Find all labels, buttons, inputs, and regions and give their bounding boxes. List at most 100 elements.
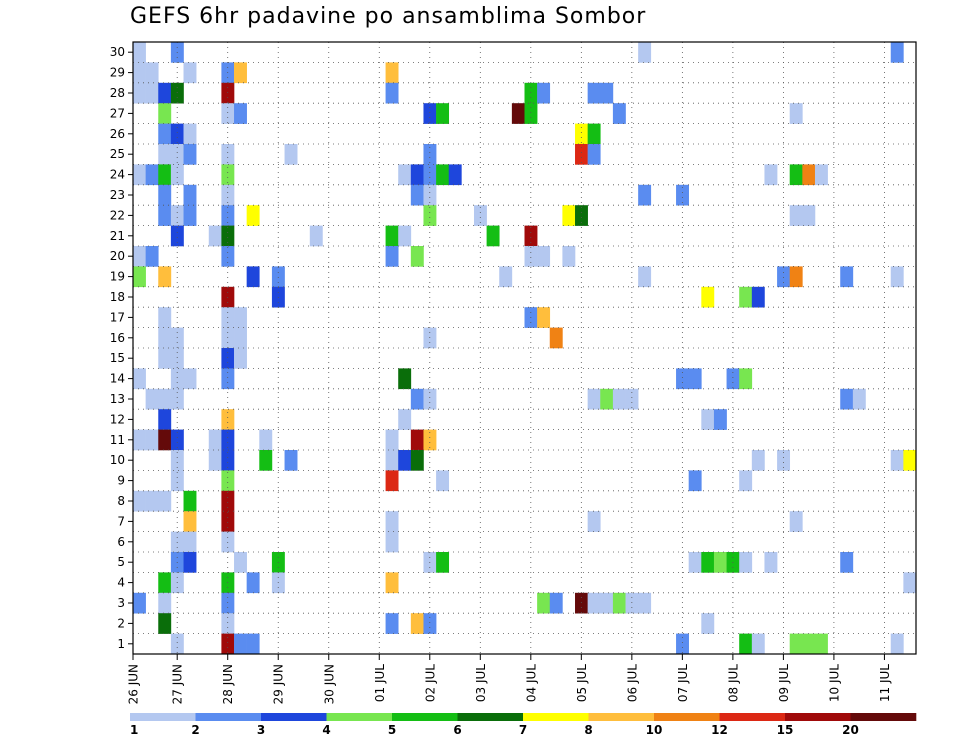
heat-cell <box>436 164 450 186</box>
heat-cell <box>221 531 235 553</box>
heat-cell <box>890 266 904 288</box>
heat-cell <box>221 225 235 247</box>
colorbar-label: 20 <box>842 723 859 737</box>
colorbar-label: 15 <box>777 723 794 737</box>
heat-cell <box>537 246 551 267</box>
x-tick-label: 11 JUL <box>878 664 892 702</box>
heat-cell <box>246 572 260 594</box>
colorbar-label: 5 <box>388 723 396 737</box>
colorbar-label: 4 <box>322 723 330 737</box>
cells-layer <box>133 42 917 655</box>
heat-cell <box>638 266 652 288</box>
heat-cell <box>208 429 222 451</box>
heat-cell <box>423 613 437 634</box>
heat-cell <box>398 368 412 390</box>
heat-cell <box>676 184 689 206</box>
heat-cell <box>158 429 172 451</box>
heat-cell <box>158 103 172 124</box>
heat-cell <box>271 266 285 288</box>
heat-cell <box>234 633 247 655</box>
heat-cell <box>398 409 412 430</box>
y-tick-label: 12 <box>110 412 125 426</box>
heat-cell <box>777 266 791 288</box>
heat-cell <box>410 164 424 186</box>
colorbar-label: 6 <box>453 723 461 737</box>
heat-cell <box>436 552 450 573</box>
heat-cell <box>158 490 172 512</box>
heat-cell <box>246 266 260 288</box>
heat-cell <box>221 103 235 124</box>
heat-cell <box>423 103 437 124</box>
heat-cell <box>524 82 538 104</box>
heat-cell <box>170 225 184 247</box>
heat-cell <box>385 82 399 104</box>
heat-cell <box>221 164 235 186</box>
y-axis: 1234567891011121314151617181920212223242… <box>110 45 133 651</box>
heat-cell <box>423 164 437 186</box>
colorbar-swatch <box>719 713 786 721</box>
heat-cell <box>575 205 588 226</box>
colorbar-swatch <box>654 713 720 721</box>
heat-cell <box>183 368 197 390</box>
heat-cell <box>789 103 803 124</box>
heat-cell <box>448 164 462 186</box>
heat-cell <box>259 429 273 451</box>
heat-cell <box>234 103 247 124</box>
y-tick-label: 11 <box>110 433 125 447</box>
heat-cell <box>158 144 172 165</box>
heat-cell <box>638 42 652 63</box>
heat-cell <box>840 266 854 288</box>
heat-cell <box>612 388 626 410</box>
heat-cell <box>133 164 146 186</box>
heat-cell <box>688 470 702 492</box>
heat-cell <box>133 62 146 84</box>
heat-cell <box>688 552 702 573</box>
heat-cell <box>713 409 727 430</box>
y-tick-label: 29 <box>110 66 125 80</box>
heat-cell <box>840 388 854 410</box>
colorbar-swatch <box>457 713 524 721</box>
heat-cell <box>410 429 424 451</box>
y-tick-label: 20 <box>110 249 125 263</box>
y-tick-label: 30 <box>110 45 125 59</box>
heat-cell <box>259 450 273 471</box>
colorbar-swatch <box>392 713 458 721</box>
colorbar-label: 8 <box>584 723 592 737</box>
heat-cell <box>789 266 803 288</box>
plot-frame <box>132 41 917 655</box>
colorbar-swatch <box>261 713 327 721</box>
x-tick-label: 29 JUN <box>272 664 286 704</box>
heat-cell <box>183 531 197 553</box>
x-tick-label: 28 JUN <box>221 664 235 704</box>
heat-cell <box>625 592 639 614</box>
y-tick-label: 7 <box>117 514 125 528</box>
heat-cell <box>221 429 235 451</box>
colorbar-swatch <box>195 713 262 721</box>
heat-cell <box>158 307 172 328</box>
heat-cell <box>524 103 538 124</box>
heat-cell <box>713 552 727 573</box>
y-tick-label: 4 <box>117 576 125 590</box>
heat-cell <box>751 450 765 471</box>
heat-cell <box>158 327 172 349</box>
x-tick-label: 02 JUL <box>423 664 437 702</box>
heat-cell <box>410 246 424 267</box>
y-tick-label: 25 <box>110 147 125 161</box>
heat-cell <box>537 307 551 328</box>
heat-cell <box>802 205 816 226</box>
heat-cell <box>183 62 197 84</box>
x-tick-label: 05 JUL <box>575 664 589 702</box>
heat-cell <box>587 592 601 614</box>
heat-cell <box>562 205 576 226</box>
y-tick-label: 13 <box>110 392 125 406</box>
heat-cell <box>625 388 639 410</box>
heat-cell <box>221 613 235 634</box>
heat-cell <box>158 123 172 145</box>
heat-cell <box>145 164 159 186</box>
heat-cell <box>133 42 146 63</box>
heat-cell <box>158 164 172 186</box>
heat-cell <box>133 82 146 104</box>
heat-cell <box>158 409 172 430</box>
colorbar-label: 10 <box>646 723 663 737</box>
heat-cell <box>802 633 816 655</box>
